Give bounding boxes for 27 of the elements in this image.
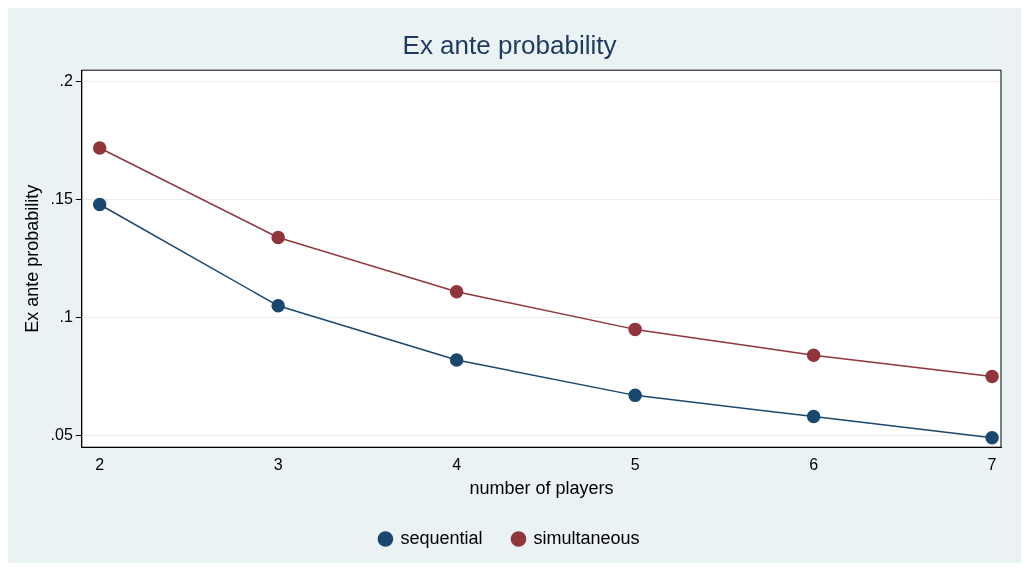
chart-title: Ex ante probability xyxy=(402,29,617,60)
point xyxy=(985,431,999,445)
point xyxy=(92,197,107,212)
legend-label: sequential xyxy=(400,527,483,548)
x-axis-title: number of players xyxy=(469,478,614,499)
x-tick-label: 2 xyxy=(95,456,105,474)
point xyxy=(628,388,642,403)
y-tick-label: .2 xyxy=(59,72,73,90)
point xyxy=(92,141,107,155)
y-tick-label: .1 xyxy=(59,308,73,326)
point xyxy=(449,353,464,367)
point xyxy=(449,284,464,299)
y-tick-label: .05 xyxy=(50,425,73,443)
point xyxy=(806,348,821,363)
legend-label: simultaneous xyxy=(533,527,640,548)
x-tick-label: 3 xyxy=(273,456,283,474)
x-tick-label: 6 xyxy=(809,456,819,474)
x-tick-label: 4 xyxy=(452,456,462,474)
point xyxy=(271,299,285,313)
point xyxy=(628,322,642,337)
x-tick-label: 7 xyxy=(987,456,997,474)
y-axis-title: Ex ante probability xyxy=(21,184,42,333)
x-tick-label: 5 xyxy=(630,456,640,474)
y-tick-label: .15 xyxy=(50,190,73,208)
point xyxy=(271,230,285,245)
point xyxy=(985,369,999,384)
point xyxy=(806,409,821,424)
